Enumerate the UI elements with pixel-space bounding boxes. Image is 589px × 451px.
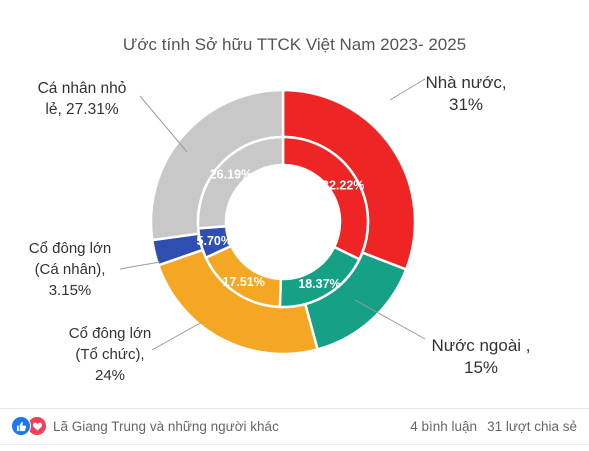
- outer-label-co-dong-lon-ca-nhan-line3: 3.15%: [49, 282, 92, 299]
- leader-line-co-dong-lon-to-chuc: [151, 321, 203, 351]
- outer-label-nha-nuoc-line1: Nhà nước,: [425, 73, 506, 92]
- inner-label-nuoc-ngoai: 18.37%: [298, 277, 340, 291]
- outer-label-co-dong-lon-to-chuc-line3: 24%: [95, 367, 125, 384]
- inner-label-co-dong-lon-ca-nhan: 5.70%: [197, 234, 232, 248]
- chart-title: Ước tính Sở hữu TTCK Việt Nam 2023- 2025: [123, 35, 466, 54]
- outer-label-ca-nhan-nho-le-line2: lẻ, 27.31%: [45, 101, 118, 118]
- outer-label-co-dong-lon-ca-nhan-line2: (Cá nhân),: [35, 261, 106, 278]
- inner-label-nha-nuoc: 32.22%: [322, 178, 364, 192]
- leader-line-nha-nuoc: [389, 78, 426, 101]
- inner-label-ca-nhan-nho-le: 26.19%: [210, 168, 252, 182]
- outer-label-co-dong-lon-to-chuc-line2: (Tổ chức),: [75, 346, 144, 363]
- inner-label-co-dong-lon-to-chuc: 17.51%: [222, 275, 264, 289]
- inner-slice-ca-nhan-nho-le: [196, 135, 285, 230]
- like-icon: [11, 416, 31, 436]
- comment-count[interactable]: 4 bình luận: [410, 418, 478, 434]
- outer-label-co-dong-lon-to-chuc-line1: Cổ đông lớn: [69, 325, 151, 342]
- leader-line-nuoc-ngoai: [354, 299, 426, 340]
- social-bar: Lã Giang Trung và những người khác 4 bìn…: [0, 409, 589, 443]
- outer-label-nuoc-ngoai-line2: 15%: [464, 358, 498, 377]
- reactions[interactable]: [11, 416, 47, 436]
- bottom-strip: [0, 444, 589, 451]
- chart-svg: Ước tính Sở hữu TTCK Việt Nam 2023- 2025…: [29, 35, 531, 384]
- reactor-names[interactable]: Lã Giang Trung và những người khác: [53, 418, 279, 434]
- leader-line-ca-nhan-nho-le: [139, 95, 188, 153]
- divider: [0, 408, 589, 409]
- outer-label-co-dong-lon-ca-nhan-line1: Cổ đông lớn: [29, 240, 111, 257]
- outer-label-nuoc-ngoai-line1: Nước ngoài ,: [431, 336, 530, 355]
- outer-label-nha-nuoc-line2: 31%: [449, 95, 483, 114]
- ownership-chart: Ước tính Sở hữu TTCK Việt Nam 2023- 2025…: [29, 35, 531, 384]
- leader-line-co-dong-lon-ca-nhan: [119, 261, 161, 270]
- share-count[interactable]: 31 lượt chia sẻ: [487, 418, 577, 434]
- outer-label-ca-nhan-nho-le-line1: Cá nhân nhỏ: [38, 80, 127, 97]
